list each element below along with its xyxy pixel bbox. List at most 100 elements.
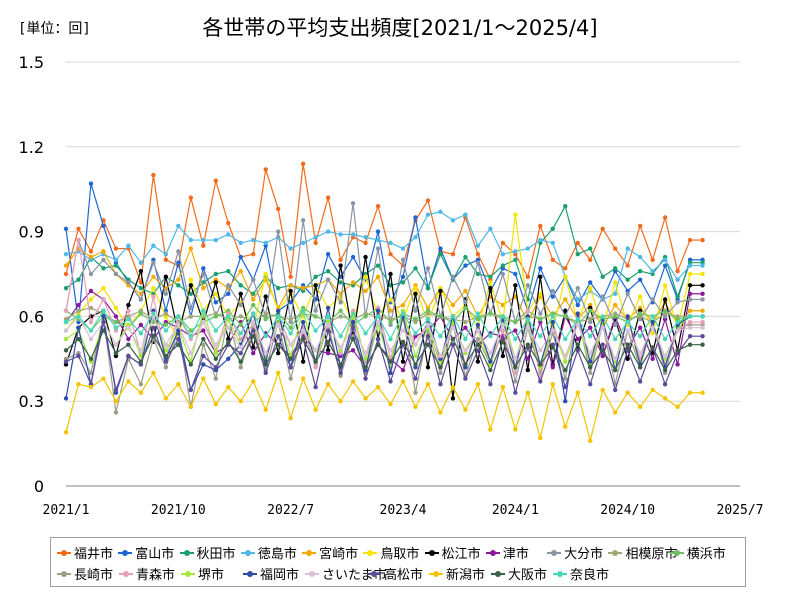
data-point xyxy=(637,277,643,282)
data-point xyxy=(588,317,593,322)
data-point xyxy=(687,237,693,243)
data-point xyxy=(513,249,518,254)
data-point xyxy=(525,325,531,330)
data-point xyxy=(188,350,194,356)
data-point xyxy=(388,401,393,407)
data-point xyxy=(363,350,368,356)
data-point xyxy=(201,319,206,325)
data-point xyxy=(288,274,293,280)
data-point xyxy=(700,263,705,268)
data-point xyxy=(213,365,218,370)
data-point xyxy=(700,325,705,330)
data-point xyxy=(388,348,393,353)
data-point xyxy=(575,252,580,257)
data-point xyxy=(463,319,468,325)
data-point xyxy=(363,254,368,260)
legend-swatch xyxy=(181,569,195,579)
data-point xyxy=(700,283,705,288)
data-point xyxy=(588,285,593,291)
legend-label: 徳島市 xyxy=(257,547,297,562)
data-point xyxy=(76,325,81,330)
data-point xyxy=(338,300,343,305)
data-point xyxy=(201,243,206,248)
data-point xyxy=(325,268,331,274)
data-point xyxy=(538,223,543,229)
legend-label: 富山市 xyxy=(135,547,175,562)
data-point xyxy=(513,271,518,277)
data-point xyxy=(63,359,69,364)
data-point xyxy=(538,311,543,316)
data-point xyxy=(662,382,668,387)
data-point xyxy=(226,232,231,237)
data-point xyxy=(101,376,106,381)
data-point xyxy=(662,263,668,268)
legend-item: 大分市 xyxy=(547,543,603,562)
data-point xyxy=(350,311,356,316)
data-point xyxy=(488,333,493,339)
legend-item: 福井市 xyxy=(57,543,113,562)
data-point xyxy=(438,288,443,294)
data-point xyxy=(63,430,69,435)
data-point xyxy=(313,328,318,333)
data-point xyxy=(176,382,181,387)
data-point xyxy=(538,348,543,353)
data-point xyxy=(113,399,119,404)
data-point xyxy=(425,342,431,347)
data-point xyxy=(575,322,580,328)
data-point xyxy=(325,339,331,345)
data-point xyxy=(612,336,618,342)
data-point xyxy=(400,311,406,316)
data-point xyxy=(263,370,268,376)
data-point xyxy=(500,314,506,319)
data-point xyxy=(550,226,555,231)
data-point xyxy=(363,240,368,246)
data-point xyxy=(488,350,493,356)
data-point xyxy=(463,325,468,330)
data-point xyxy=(126,325,131,330)
data-point xyxy=(438,353,443,359)
data-point xyxy=(113,314,119,319)
data-point xyxy=(113,271,119,277)
data-point xyxy=(637,311,643,316)
data-point xyxy=(588,350,593,356)
data-point xyxy=(213,314,218,319)
data-point xyxy=(226,268,231,274)
data-point xyxy=(63,226,69,231)
data-point xyxy=(88,271,94,277)
data-point xyxy=(600,294,605,299)
data-point xyxy=(213,178,218,183)
data-point xyxy=(687,297,693,302)
data-point xyxy=(151,172,156,178)
data-point xyxy=(425,382,431,387)
data-point xyxy=(63,328,69,333)
data-point xyxy=(463,305,468,311)
data-point xyxy=(201,271,206,277)
data-point xyxy=(400,379,406,384)
data-point xyxy=(488,280,493,285)
legend-item: 横浜市 xyxy=(669,543,726,562)
data-point xyxy=(400,257,406,263)
data-point xyxy=(263,317,268,322)
data-point xyxy=(163,353,169,359)
data-point xyxy=(538,317,543,322)
x-tick-label: 2025/7 xyxy=(717,503,764,518)
data-point xyxy=(662,308,668,313)
data-point xyxy=(188,195,194,200)
x-tick-label: 2024/10 xyxy=(600,503,655,518)
data-point xyxy=(575,311,580,316)
data-point xyxy=(425,285,431,291)
data-point xyxy=(662,336,668,342)
data-point xyxy=(375,319,381,325)
data-point xyxy=(163,328,169,333)
data-point xyxy=(300,285,306,291)
data-point xyxy=(400,339,406,345)
data-point xyxy=(450,342,456,347)
data-point xyxy=(675,362,680,367)
data-point xyxy=(325,277,331,282)
data-point xyxy=(475,322,481,328)
data-point xyxy=(687,390,693,395)
data-point xyxy=(425,198,431,203)
data-point xyxy=(488,359,493,364)
data-point xyxy=(612,302,618,308)
data-point xyxy=(238,322,243,328)
